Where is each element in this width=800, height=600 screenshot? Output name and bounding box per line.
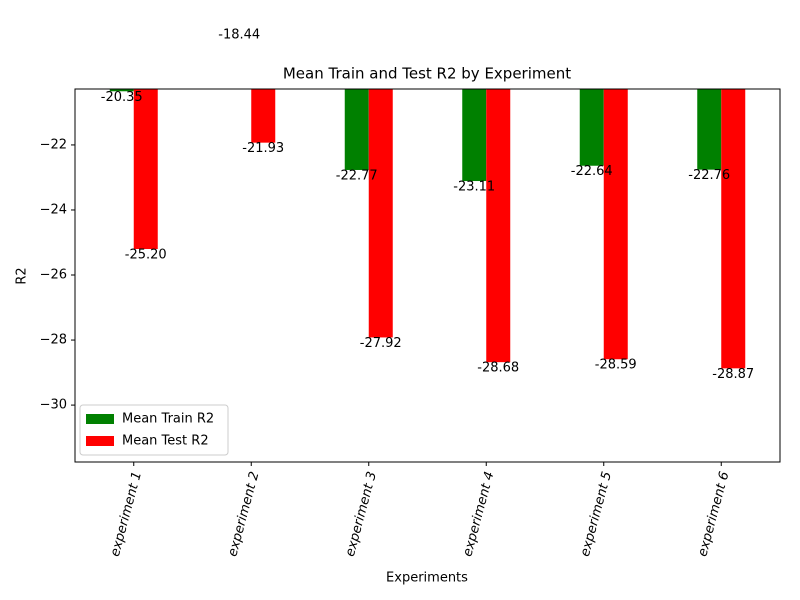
y-tick-label: −26 <box>40 268 67 283</box>
value-label: -28.59 <box>595 358 637 373</box>
value-label: -27.92 <box>360 336 402 351</box>
legend-swatch <box>86 436 114 446</box>
value-label: -25.20 <box>125 247 167 262</box>
y-tick-label: −28 <box>40 333 67 348</box>
value-label: -18.44 <box>218 28 260 43</box>
bar <box>486 89 511 363</box>
bar <box>344 89 369 170</box>
y-tick-label: −24 <box>40 202 67 217</box>
bar <box>579 89 604 166</box>
value-label: -28.68 <box>477 361 519 376</box>
value-label: -22.77 <box>336 168 378 183</box>
bar <box>462 89 487 182</box>
legend-box <box>79 404 229 456</box>
bar <box>251 89 276 143</box>
legend-label: Mean Train R2 <box>122 412 214 427</box>
legend-swatch <box>86 414 114 424</box>
value-label: -23.11 <box>453 180 495 195</box>
legend-label: Mean Test R2 <box>122 434 209 449</box>
bar <box>368 89 393 338</box>
y-tick-label: −22 <box>40 137 67 152</box>
value-label: -20.35 <box>101 90 143 105</box>
plot-area <box>109 89 746 369</box>
bar <box>603 89 628 360</box>
bar <box>697 89 722 170</box>
y-axis-title: R2 <box>15 267 30 284</box>
x-axis-title: Experiments <box>386 571 468 586</box>
bar <box>133 89 158 249</box>
bar <box>109 89 134 92</box>
bar <box>721 89 746 369</box>
chart-title: Mean Train and Test R2 by Experiment <box>283 65 571 83</box>
value-label: -22.64 <box>571 164 613 179</box>
value-label: -21.93 <box>242 141 284 156</box>
value-label: -28.87 <box>712 367 754 382</box>
y-tick-label: −30 <box>40 398 67 413</box>
value-label: -22.76 <box>688 168 730 183</box>
